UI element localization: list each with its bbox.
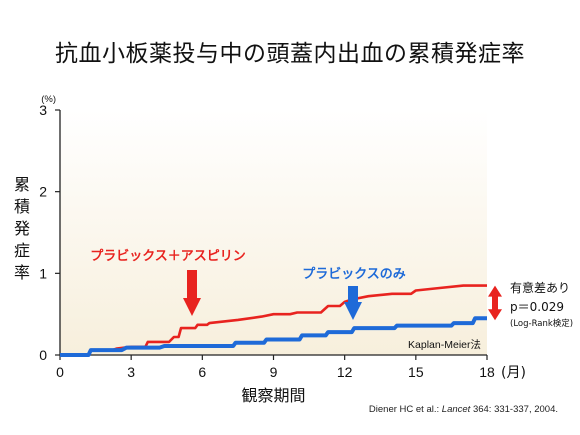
series-line-2 bbox=[60, 316, 487, 357]
annotation-p-value: p＝0.029 bbox=[510, 300, 564, 314]
x-tick-label: 18 bbox=[479, 364, 495, 380]
arrow-blue-down bbox=[344, 286, 362, 320]
y-tick-label: 1 bbox=[39, 265, 47, 281]
citation-journal: Lancet bbox=[441, 404, 471, 415]
y-axis-label-char: 率 bbox=[14, 263, 30, 282]
y-axis-label-char: 累 bbox=[14, 175, 30, 194]
annotation-significance: 有意差あり bbox=[510, 280, 570, 295]
series-lines bbox=[60, 284, 487, 357]
citation-rest: 364: 331-337, 2004. bbox=[470, 404, 558, 415]
x-tick-label: 9 bbox=[270, 364, 278, 380]
plot-background bbox=[60, 110, 487, 355]
x-unit-label: (月) bbox=[501, 365, 526, 381]
y-tick-label: 2 bbox=[39, 184, 47, 200]
citation-authors: Diener HC et al.: bbox=[368, 404, 442, 415]
y-unit-label: (%) bbox=[41, 94, 56, 105]
chart-title: 抗血小板薬投与中の頭蓋内出血の累積発症率 bbox=[55, 41, 525, 67]
y-axis-label-char: 積 bbox=[14, 197, 30, 216]
y-tick-label: 3 bbox=[39, 102, 47, 118]
x-axis-label: 観察期間 bbox=[241, 386, 305, 405]
x-tick-label: 3 bbox=[127, 364, 135, 380]
arrow-red-down bbox=[183, 270, 201, 316]
y-axis-label-char: 発 bbox=[14, 219, 30, 238]
y-axis-label: 累積発症率 bbox=[14, 175, 30, 282]
x-tick-label: 0 bbox=[56, 364, 64, 380]
x-tick-label: 15 bbox=[408, 364, 424, 380]
series-label-blue: プラビックスのみ bbox=[302, 266, 406, 282]
citation: Diener HC et al.: Lancet 364: 331-337, 2… bbox=[369, 404, 558, 415]
series-label-red: プラビックス＋アスピリン bbox=[90, 248, 246, 264]
y-axis-label-char: 症 bbox=[14, 241, 30, 260]
y-tick-label: 0 bbox=[39, 347, 47, 363]
annotation-test: (Log-Rank検定) bbox=[510, 318, 573, 329]
significance-arrow bbox=[488, 285, 502, 321]
x-tick-label: 12 bbox=[337, 364, 353, 380]
x-tick-label: 6 bbox=[198, 364, 206, 380]
method-label: Kaplan-Meier法 bbox=[408, 338, 481, 351]
